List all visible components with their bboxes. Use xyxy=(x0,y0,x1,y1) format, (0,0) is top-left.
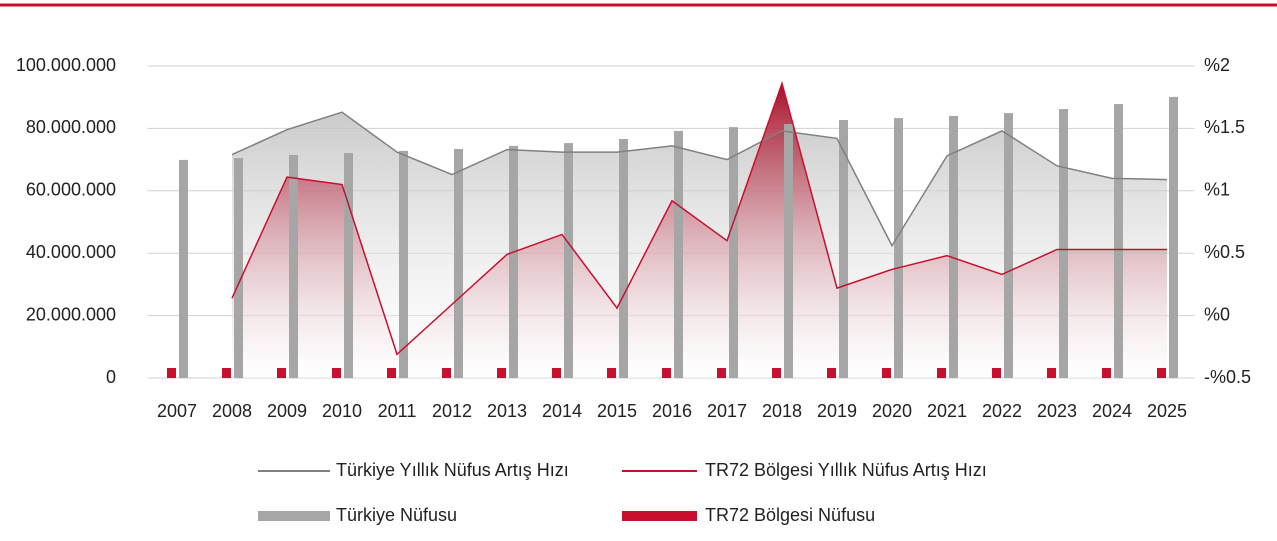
bar xyxy=(882,368,891,378)
bar xyxy=(1047,368,1056,378)
x-tick-label: 2020 xyxy=(872,401,912,421)
x-tick-label: 2012 xyxy=(432,401,472,421)
legend-label: TR72 Bölgesi Nüfusu xyxy=(705,505,875,525)
bar xyxy=(949,115,958,379)
bar xyxy=(222,368,231,378)
bar xyxy=(497,368,506,378)
y2-tick-label: %0.5 xyxy=(1204,242,1245,262)
x-tick-label: 2013 xyxy=(487,401,527,421)
bar xyxy=(564,143,573,378)
bar xyxy=(234,158,243,378)
legend-label: Türkiye Nüfusu xyxy=(336,505,457,525)
bar xyxy=(442,368,451,378)
bar xyxy=(992,368,1001,378)
bar xyxy=(839,119,848,378)
bar xyxy=(289,154,298,378)
bar xyxy=(717,368,726,378)
bar xyxy=(1004,113,1013,378)
x-tick-label: 2011 xyxy=(378,401,417,421)
bar xyxy=(937,368,946,378)
legend-label: TR72 Bölgesi Yıllık Nüfus Artış Hızı xyxy=(705,460,987,480)
x-tick-label: 2023 xyxy=(1037,401,1077,421)
y2-tick-label: %1.5 xyxy=(1204,117,1245,137)
line xyxy=(231,80,1167,356)
x-tick-label: 2025 xyxy=(1147,401,1187,421)
bar xyxy=(894,118,903,378)
bar xyxy=(167,368,176,378)
bar xyxy=(332,368,341,378)
bar xyxy=(674,130,683,378)
bar xyxy=(399,150,408,378)
bar xyxy=(1157,368,1166,378)
bar xyxy=(729,127,738,378)
bar xyxy=(344,153,353,378)
y-tick-label: 80.000.000 xyxy=(26,117,116,137)
bar xyxy=(619,139,628,378)
bar xyxy=(827,368,836,378)
y-tick-label: 60.000.000 xyxy=(26,180,116,200)
y2-tick-label: -%0.5 xyxy=(1204,367,1251,387)
bar xyxy=(1059,109,1068,378)
bar xyxy=(772,368,781,378)
bar xyxy=(1169,96,1178,378)
x-tick-label: 2022 xyxy=(982,401,1022,421)
y-tick-label: 0 xyxy=(106,367,116,387)
legend: Türkiye Yıllık Nüfus Artış Hızı TR72 Böl… xyxy=(258,460,987,525)
x-tick-label: 2008 xyxy=(212,401,252,421)
bar xyxy=(277,368,286,378)
area xyxy=(232,83,1167,379)
bar xyxy=(662,368,671,378)
bar xyxy=(552,368,561,378)
bar xyxy=(1114,104,1123,379)
x-tick-label: 2016 xyxy=(652,401,692,421)
x-tick-label: 2010 xyxy=(322,401,362,421)
x-tick-label: 2009 xyxy=(267,401,307,421)
bar xyxy=(607,368,616,378)
x-tick-label: 2024 xyxy=(1092,401,1132,421)
y-tick-label: 100.000.000 xyxy=(16,55,116,75)
x-tick-label: 2018 xyxy=(762,401,802,421)
bar xyxy=(454,148,463,378)
y2-tick-label: %0 xyxy=(1204,304,1230,324)
x-tick-label: 2007 xyxy=(157,401,197,421)
x-tick-label: 2017 xyxy=(707,401,747,421)
x-tick-label: 2019 xyxy=(817,401,857,421)
line xyxy=(231,111,1168,248)
bar xyxy=(784,124,793,378)
x-tick-label: 2014 xyxy=(542,401,582,421)
legend-label: Türkiye Yıllık Nüfus Artış Hızı xyxy=(336,460,569,480)
legend-swatch xyxy=(622,511,697,521)
y-tick-label: 40.000.000 xyxy=(26,242,116,262)
y2-tick-label: %1 xyxy=(1204,180,1230,200)
bar xyxy=(387,368,396,378)
legend-swatch xyxy=(258,511,330,521)
bar xyxy=(1102,368,1111,378)
bar xyxy=(179,159,188,378)
x-tick-label: 2015 xyxy=(597,401,637,421)
x-tick-label: 2021 xyxy=(927,401,967,421)
y-tick-label: 20.000.000 xyxy=(26,304,116,324)
y2-tick-label: %2 xyxy=(1204,55,1230,75)
bar xyxy=(509,145,518,378)
